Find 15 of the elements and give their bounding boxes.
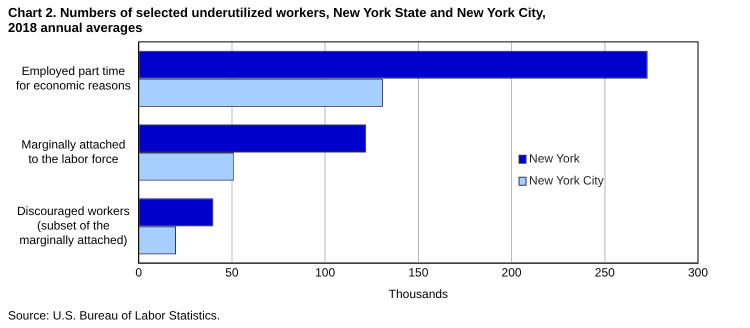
x-axis-title: Thousands <box>388 287 448 302</box>
legend-label: New York City <box>529 174 604 188</box>
x-tick-label: 0 <box>135 266 142 280</box>
y-tick-label: Discouraged workers (subset of the marginally attached) <box>17 204 130 248</box>
chart-title: Chart 2. Numbers of selected underutilized workers, New York State and New York City, 2018 annual averages <box>8 5 546 36</box>
x-tick-label: 50 <box>225 266 239 280</box>
x-tick-label: 100 <box>315 266 336 280</box>
y-tick-label: Marginally attached to the labor force <box>21 138 126 166</box>
x-tick-label: 200 <box>502 266 522 280</box>
source-note: Source: U.S. Bureau of Labor Statistics. <box>8 308 220 322</box>
x-tick-label: 150 <box>408 266 429 280</box>
y-tick-label: Employed part time for economic reasons <box>16 64 131 92</box>
x-tick-label: 250 <box>594 266 616 280</box>
legend-label: New York <box>529 152 581 166</box>
x-tick-label: 300 <box>688 266 708 280</box>
